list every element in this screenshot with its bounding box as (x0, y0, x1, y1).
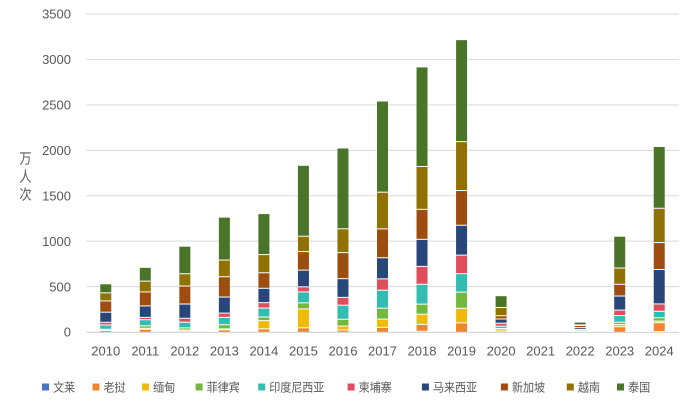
svg-text:2011: 2011 (131, 344, 159, 359)
svg-text:2023: 2023 (605, 344, 634, 359)
svg-text:2012: 2012 (170, 344, 199, 359)
svg-text:2000: 2000 (42, 143, 71, 158)
svg-text:3500: 3500 (42, 7, 71, 22)
svg-text:2014: 2014 (249, 344, 278, 359)
svg-text:2022: 2022 (566, 344, 595, 359)
svg-text:2021: 2021 (526, 344, 555, 359)
svg-text:2019: 2019 (447, 344, 476, 359)
svg-text:2013: 2013 (210, 344, 239, 359)
svg-text:2024: 2024 (645, 344, 674, 359)
svg-text:2500: 2500 (42, 98, 71, 113)
svg-text:0: 0 (64, 325, 71, 340)
svg-text:2010: 2010 (91, 344, 120, 359)
svg-text:500: 500 (49, 279, 71, 294)
svg-text:1000: 1000 (42, 234, 71, 249)
svg-text:1500: 1500 (42, 188, 71, 203)
svg-text:2018: 2018 (408, 344, 437, 359)
svg-text:3000: 3000 (42, 52, 71, 67)
svg-text:2017: 2017 (368, 344, 397, 359)
svg-text:2016: 2016 (329, 344, 358, 359)
svg-text:2015: 2015 (289, 344, 318, 359)
svg-text:2020: 2020 (487, 344, 516, 359)
